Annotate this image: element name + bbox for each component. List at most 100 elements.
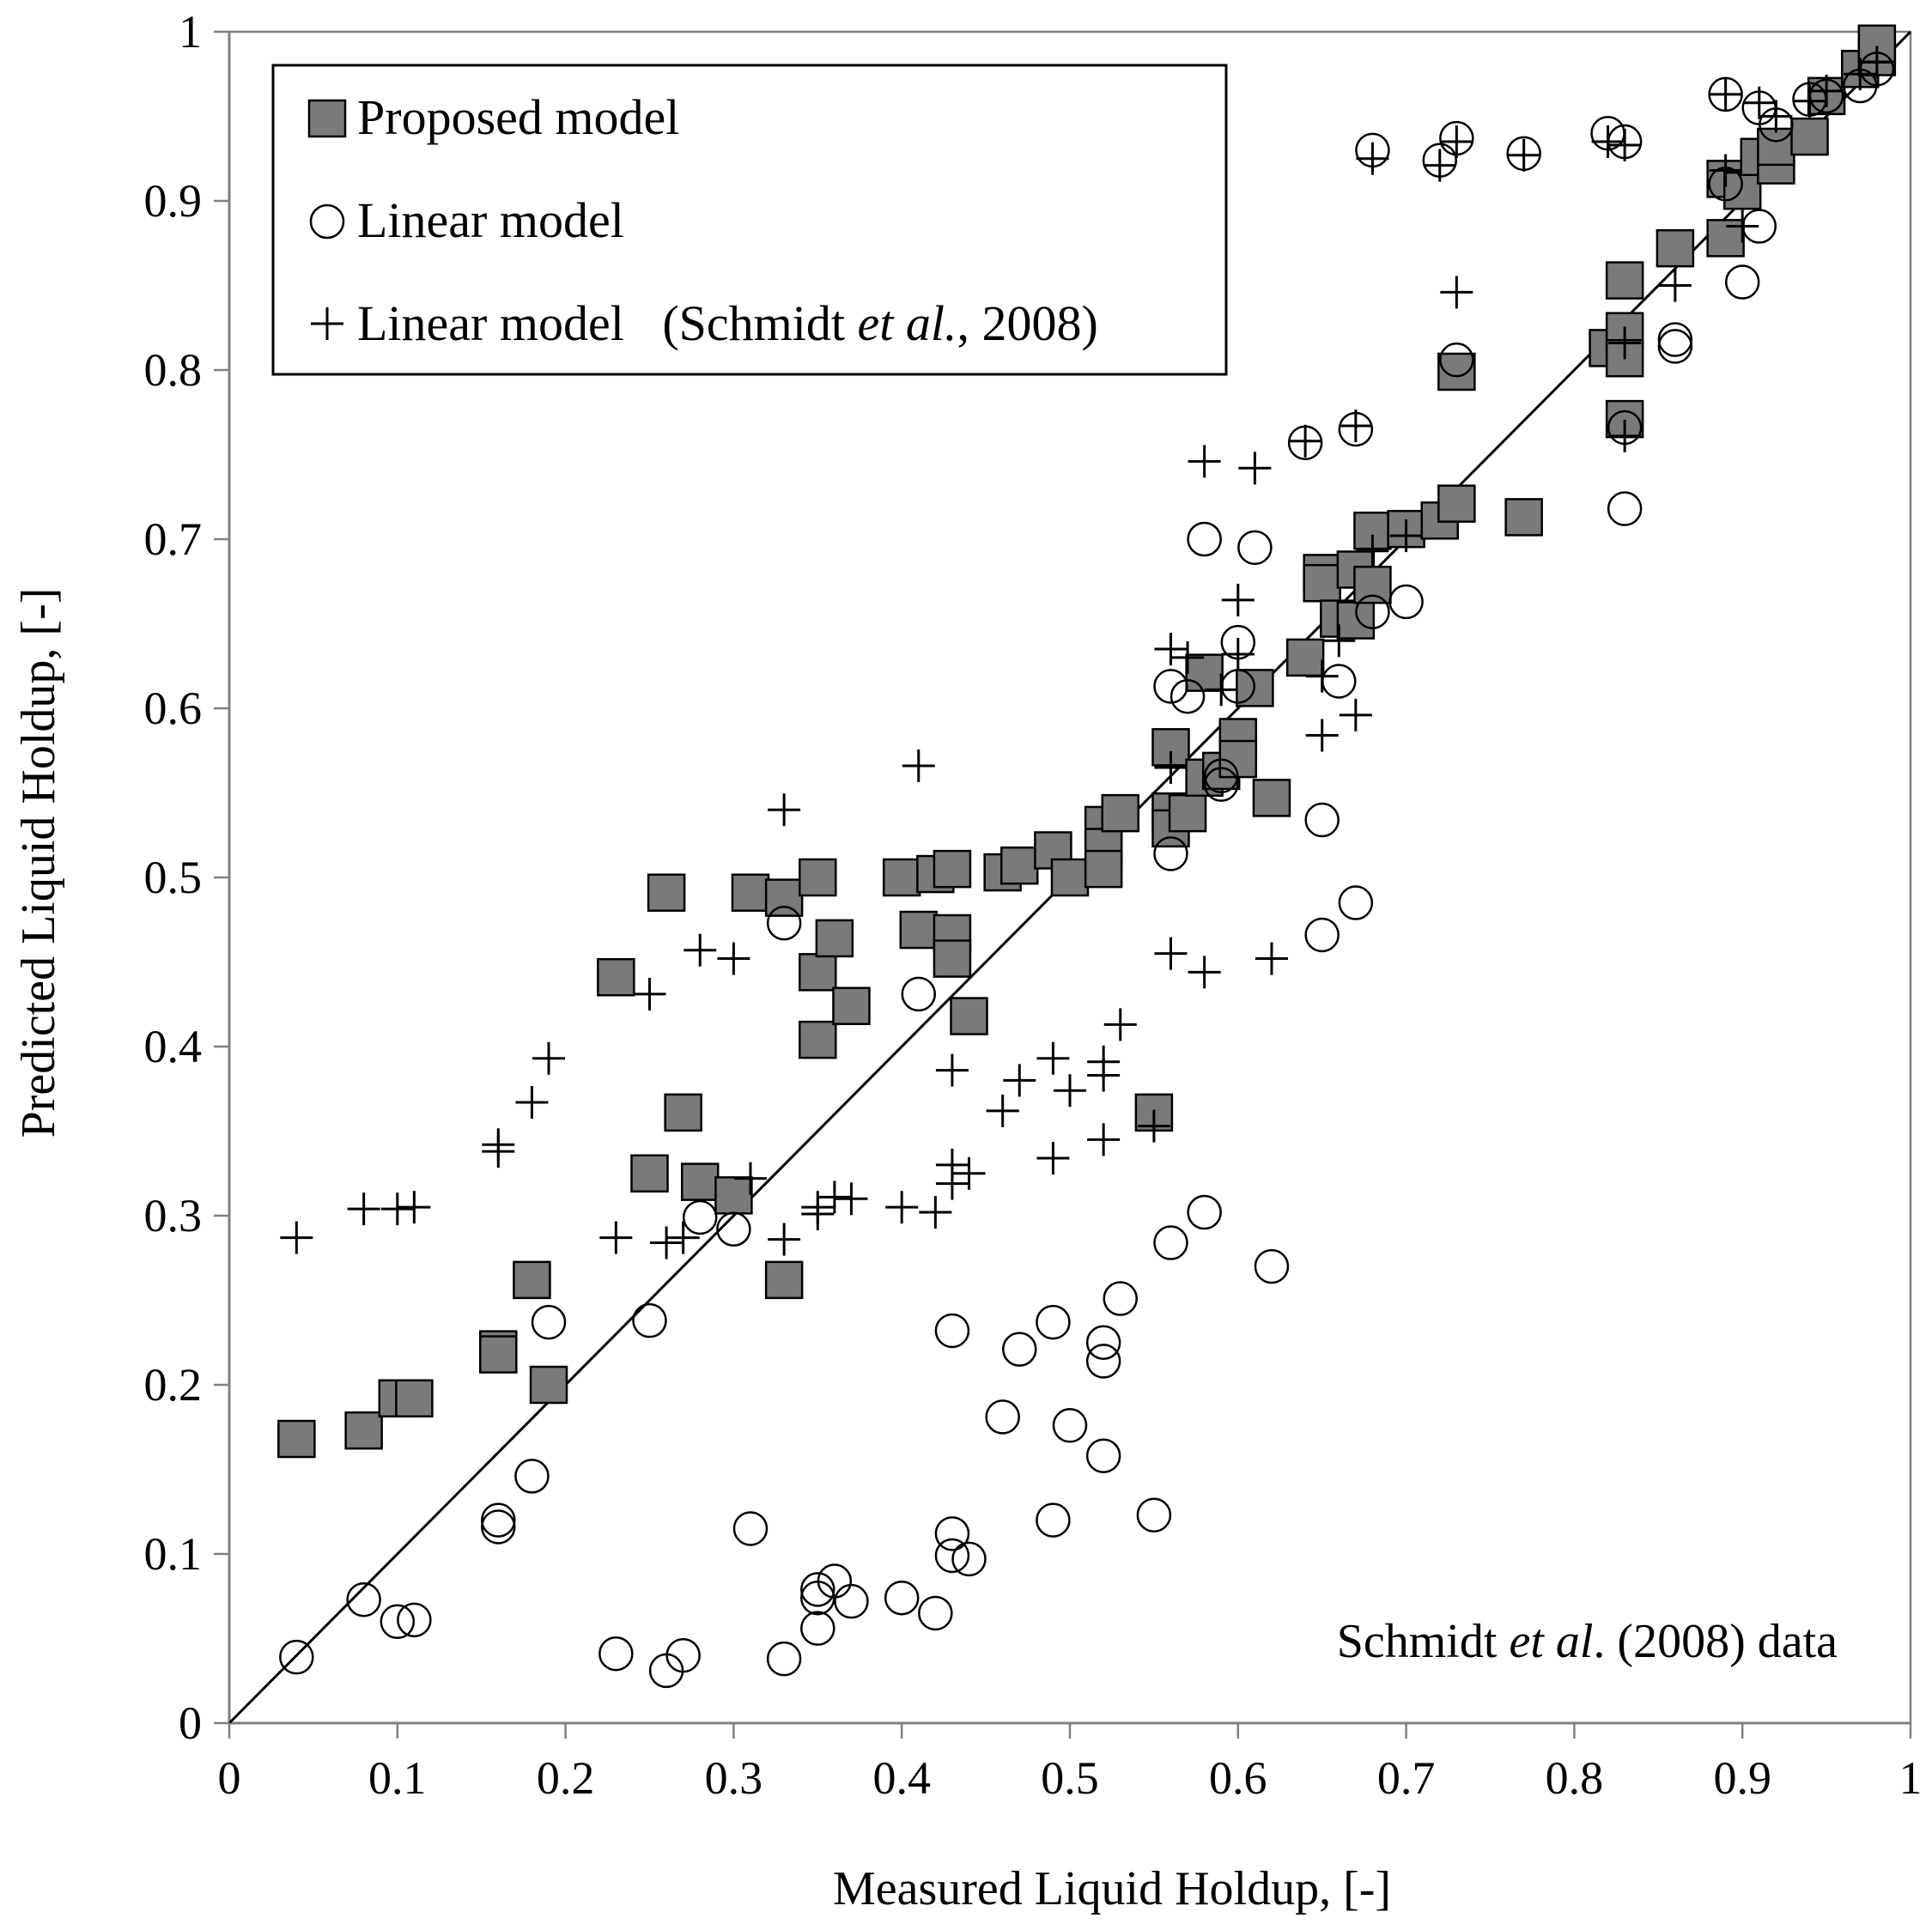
linear-model-point — [397, 1602, 432, 1638]
linear-model-point — [1254, 1248, 1290, 1284]
linear-model-schmidt-point — [1221, 583, 1255, 616]
linear-model-schmidt-point — [1036, 1041, 1070, 1075]
linear-model-point — [632, 1302, 667, 1338]
linear-model-point — [346, 1581, 381, 1617]
proposed-model-point — [1084, 849, 1123, 889]
linear-model-schmidt-point — [650, 1226, 683, 1259]
linear-model-point — [732, 1511, 769, 1546]
linear-model-schmidt-point — [1844, 58, 1877, 91]
linear-model-schmidt-point — [1507, 138, 1540, 172]
linear-model-schmidt-point — [1860, 46, 1893, 79]
legend-box — [271, 64, 1228, 376]
linear-model-schmidt-point — [885, 1191, 919, 1224]
linear-model-schmidt-point — [768, 793, 801, 827]
linear-model-schmidt-point — [1709, 77, 1742, 111]
proposed-model-point — [882, 858, 921, 897]
x-tick-label: 0.6 — [1209, 1752, 1267, 1804]
linear-model-point — [716, 1211, 751, 1247]
linear-model-point — [1388, 584, 1424, 620]
proposed-model-point — [277, 1419, 316, 1459]
proposed-model-point — [764, 878, 804, 917]
linear-model-schmidt-point — [1793, 84, 1826, 118]
linear-model-schmidt-point — [1356, 142, 1389, 175]
linear-model-schmidt-point — [1339, 698, 1372, 731]
linear-model-schmidt-point — [817, 1180, 851, 1214]
y-tick-label: 0.9 — [144, 175, 203, 227]
linear-model-point — [1136, 1497, 1172, 1532]
linear-model-schmidt-point — [515, 1086, 549, 1120]
y-tick-label: 0.4 — [144, 1021, 203, 1072]
proposed-model-point — [1504, 498, 1543, 537]
linear-model-point — [1439, 342, 1474, 378]
legend: Proposed model Linear model Linear model… — [271, 64, 1228, 376]
legend-square-icon — [307, 99, 347, 138]
linear-model-point — [1052, 1408, 1088, 1443]
x-tick-label: 0.8 — [1546, 1752, 1604, 1804]
y-tick-label: 0.5 — [144, 852, 203, 903]
linear-model-schmidt-point — [1205, 673, 1238, 707]
linear-model-schmidt-point — [1036, 1142, 1070, 1175]
series-linear-model-schmidt — [280, 46, 1893, 1259]
linear-model-schmidt-point — [768, 1223, 801, 1256]
linear-model-point — [514, 1459, 550, 1494]
linear-model-schmidt-point — [1003, 1064, 1036, 1097]
proposed-model-point — [1437, 484, 1476, 523]
linear-model-schmidt-point — [683, 933, 717, 967]
linear-model-point — [918, 1595, 953, 1631]
proposed-model-point — [1285, 638, 1325, 677]
proposed-model-point — [799, 1020, 837, 1059]
y-tick-label: 1 — [179, 6, 202, 58]
linear-model-point — [1304, 917, 1340, 953]
linear-model-schmidt-point — [280, 1221, 313, 1254]
x-tick-label: 0.4 — [872, 1752, 931, 1804]
linear-model-point — [1355, 594, 1390, 629]
x-tick-label: 0.5 — [1041, 1752, 1099, 1804]
x-axis: 0 0.1 0.2 0.3 0.4 0.5 0.6 0.7 0.8 0.9 1 — [218, 1723, 1923, 1804]
linear-model-schmidt-point — [935, 1167, 969, 1200]
linear-model-schmidt-point — [1289, 424, 1322, 458]
proposed-model-point — [832, 986, 871, 1025]
linear-model-schmidt-point — [398, 1191, 431, 1224]
linear-model-schmidt-point — [1154, 750, 1188, 784]
linear-model-point — [934, 1313, 970, 1349]
linear-model-point — [1036, 1502, 1071, 1538]
linear-model-point — [800, 1611, 835, 1646]
linear-model-schmidt-point — [1322, 624, 1356, 658]
linear-model-schmidt-point — [1305, 659, 1339, 693]
linear-model-schmidt-point — [1389, 519, 1423, 553]
linear-model-point — [1103, 1281, 1138, 1316]
linear-model-schmidt-point — [935, 1053, 969, 1087]
linear-model-schmidt-point — [902, 749, 935, 782]
proposed-model-point — [1050, 858, 1090, 897]
linear-model-point — [531, 1304, 567, 1340]
linear-model-schmidt-point — [1339, 410, 1372, 443]
linear-model-schmidt-point — [1726, 209, 1759, 243]
linear-model-point — [1187, 1194, 1222, 1230]
proposed-model-point — [815, 919, 854, 958]
linear-model-schmidt-point — [1188, 445, 1221, 478]
y-tick-label: 0.3 — [144, 1190, 203, 1241]
linear-model-point — [985, 1399, 1020, 1435]
proposed-model-point — [1236, 669, 1274, 707]
linear-model-schmidt-point — [1742, 86, 1776, 119]
data-source-annotation: Schmidt et al. (2008) data — [1337, 1615, 1838, 1668]
linear-model-schmidt-point — [1154, 937, 1188, 970]
proposed-model-point — [1000, 846, 1039, 885]
linear-model-schmidt-point — [482, 1135, 515, 1168]
y-axis: 0 0.1 0.2 0.3 0.4 0.5 0.6 0.7 0.8 0.9 1 — [144, 6, 229, 1749]
linear-model-schmidt-point — [835, 1182, 868, 1216]
proposed-model-point — [529, 1365, 568, 1405]
linear-model-point — [834, 1583, 869, 1619]
legend-plus-icon — [311, 307, 343, 340]
proposed-model-point — [714, 1176, 753, 1215]
linear-model-point — [1036, 1304, 1071, 1340]
linear-model-schmidt-point — [801, 1198, 835, 1231]
x-tick-label: 0 — [218, 1752, 241, 1804]
x-tick-label: 0.1 — [368, 1752, 427, 1804]
proposed-model-point — [799, 953, 837, 992]
linear-model-point — [1085, 1325, 1121, 1360]
linear-model-point — [800, 1572, 835, 1607]
y-tick-label: 0.6 — [144, 683, 203, 734]
y-tick-label: 0.7 — [144, 513, 203, 565]
x-tick-label: 0.9 — [1713, 1752, 1771, 1804]
